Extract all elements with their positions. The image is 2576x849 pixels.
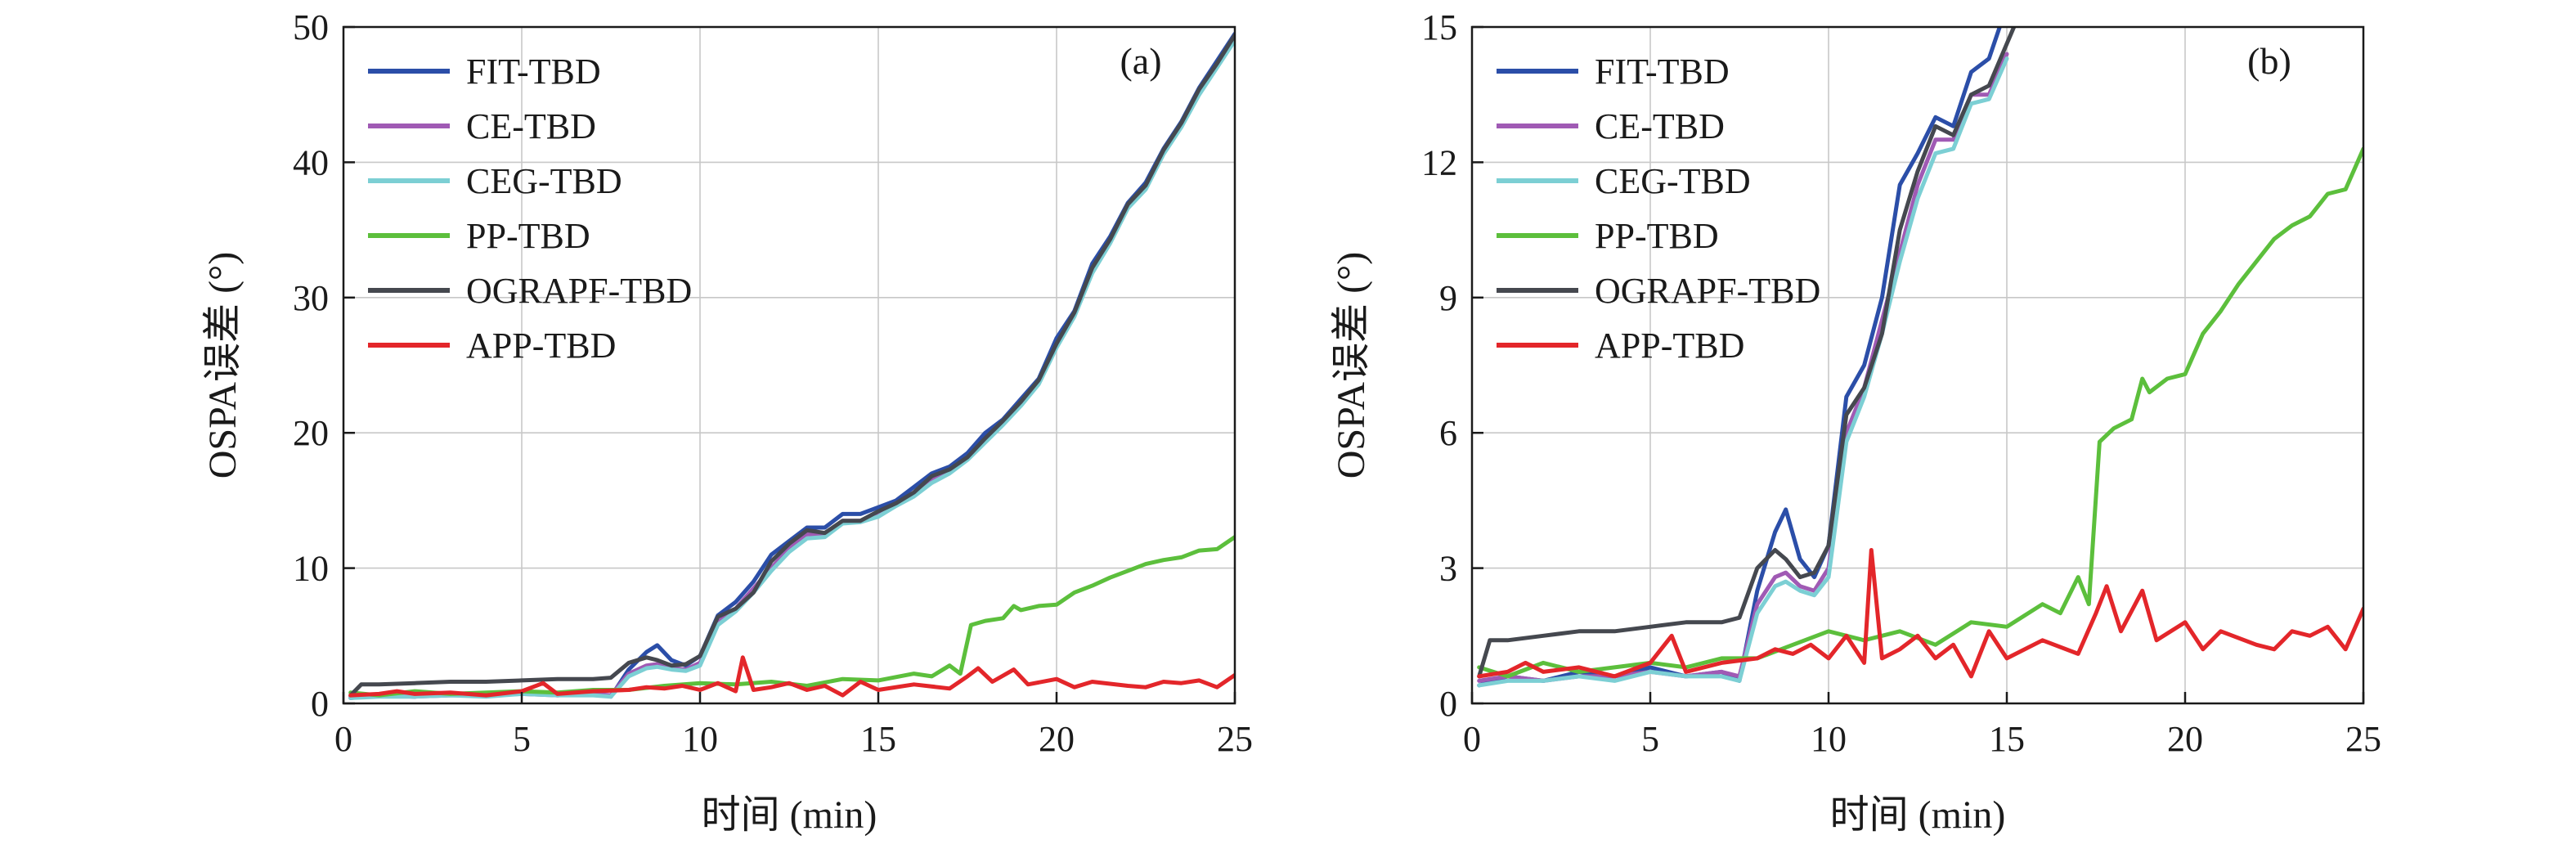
chart-0-x-tick-label-1: 5 <box>513 719 531 759</box>
chart-1-y-axis-label: OSPA误差 (°) <box>1330 252 1373 478</box>
chart-1-legend-label-pp-tbd: PP-TBD <box>1595 216 1719 256</box>
chart-1-x-tick-label-1: 5 <box>1641 719 1659 759</box>
chart-0-legend-label-fit-tbd: FIT-TBD <box>466 52 601 92</box>
chart-1-y-tick-label-0: 0 <box>1439 684 1457 724</box>
chart-1-y-tick-label-5: 15 <box>1421 7 1457 47</box>
chart-0-y-tick-label-0: 0 <box>311 684 329 724</box>
chart-0-y-axis-label: OSPA误差 (°) <box>201 252 245 478</box>
chart-0-y-tick-label-2: 20 <box>293 413 329 453</box>
chart-1-x-tick-label-2: 10 <box>1811 719 1847 759</box>
chart-1-x-tick-label-0: 0 <box>1463 719 1481 759</box>
chart-1-y-tick-label-2: 6 <box>1439 413 1457 453</box>
chart-1-legend-label-ce-tbd: CE-TBD <box>1595 106 1725 146</box>
chart-0-x-axis-label: 时间 (min) <box>702 793 877 837</box>
chart-1-legend-label-app-tbd: APP-TBD <box>1595 326 1744 366</box>
chart-0-x-tick-label-5: 25 <box>1217 719 1253 759</box>
chart-0-y-tick-label-3: 30 <box>293 278 329 318</box>
chart-0-x-tick-label-3: 15 <box>860 719 896 759</box>
chart-1-x-tick-label-4: 20 <box>2167 719 2203 759</box>
chart-0-y-tick-label-4: 40 <box>293 142 329 182</box>
chart-1-x-axis-label: 时间 (min) <box>1830 793 2006 837</box>
chart-1-y-tick-label-4: 12 <box>1421 142 1457 182</box>
chart-0-y-tick-label-5: 50 <box>293 7 329 47</box>
chart-1-panel-label: (b) <box>2247 40 2291 82</box>
panel-a-chart: 0 5 10 15 20 25 0 10 20 30 40 50 时间 (min) OSPA误差 (°) (… <box>201 7 1253 837</box>
chart-0-x-tick-label-2: 10 <box>682 719 718 759</box>
chart-1-x-tick-label-5: 25 <box>2345 719 2381 759</box>
chart-1-x-tick-label-3: 15 <box>1989 719 2025 759</box>
chart-1-legend-label-ograpf-tbd: OGRAPF-TBD <box>1595 271 1820 311</box>
chart-0-x-tick-label-4: 20 <box>1039 719 1075 759</box>
chart-0-legend-label-ceg-tbd: CEG-TBD <box>466 161 622 201</box>
chart-1-legend-label-ceg-tbd: CEG-TBD <box>1595 161 1751 201</box>
chart-0-legend-label-app-tbd: APP-TBD <box>466 326 616 366</box>
chart-0-y-tick-label-1: 10 <box>293 549 329 589</box>
chart-0-x-tick-label-0: 0 <box>334 719 352 759</box>
chart-1-legend-label-fit-tbd: FIT-TBD <box>1595 52 1730 92</box>
chart-1-y-tick-label-3: 9 <box>1439 278 1457 318</box>
panel-b-chart: 0 5 10 15 20 25 0 3 6 9 12 15 时间 (min) OSPA误差 (°) (b) F… <box>1330 7 2381 837</box>
chart-0-legend-label-ograpf-tbd: OGRAPF-TBD <box>466 271 692 311</box>
figure: 0 5 10 15 20 2501020304050时间 (min)OSPA误差 (°)(… <box>0 0 2576 849</box>
chart-1-y-tick-label-1: 3 <box>1439 549 1457 589</box>
chart-0-legend-label-pp-tbd: PP-TBD <box>466 216 590 256</box>
chart-0-legend-label-ce-tbd: CE-TBD <box>466 106 596 146</box>
chart-0-panel-label: (a) <box>1120 40 1161 82</box>
